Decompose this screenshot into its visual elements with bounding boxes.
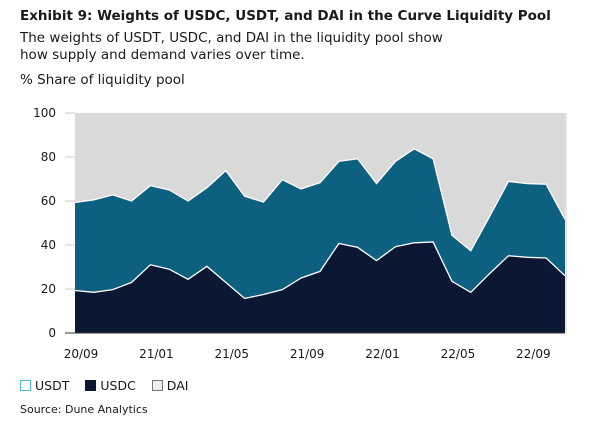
y-axis-label: % Share of liquidity pool — [20, 72, 185, 88]
x-tick-label: 21/09 — [290, 347, 325, 361]
x-tick-label: 21/05 — [214, 347, 249, 361]
x-tick-label: 21/01 — [139, 347, 174, 361]
y-tick-label: 0 — [48, 326, 56, 340]
legend-label: DAI — [166, 378, 189, 393]
y-tick-label: 100 — [33, 106, 56, 120]
legend-swatch-usdc — [85, 380, 97, 391]
x-tick-label: 22/09 — [516, 347, 551, 361]
legend: USDT USDC DAI — [20, 378, 188, 393]
x-tick-label: 22/01 — [365, 347, 400, 361]
y-tick-label: 40 — [41, 238, 56, 252]
legend-item-dai: DAI — [151, 378, 189, 393]
legend-label: USDT — [35, 378, 70, 393]
x-tick-label: 22/05 — [441, 347, 476, 361]
legend-label: USDC — [100, 378, 136, 393]
area-usdc — [75, 241, 565, 333]
y-tick-label: 60 — [41, 194, 56, 208]
boundary-line-usdt — [74, 148, 566, 252]
legend-item-usdc: USDC — [85, 378, 136, 393]
y-tick-label: 20 — [41, 282, 56, 296]
source-note: Source: Dune Analytics — [20, 403, 148, 416]
y-tick-label: 80 — [41, 150, 56, 164]
chart-subtitle: The weights of USDT, USDC, and DAI in th… — [20, 30, 443, 63]
legend-item-usdt: USDT — [20, 378, 69, 393]
chart-title: Exhibit 9: Weights of USDC, USDT, and DA… — [20, 8, 551, 24]
boundary-line-usdc — [74, 241, 566, 300]
x-tick-label: 20/09 — [64, 347, 99, 361]
legend-swatch-dai — [151, 380, 163, 391]
legend-swatch-usdt — [20, 380, 31, 391]
